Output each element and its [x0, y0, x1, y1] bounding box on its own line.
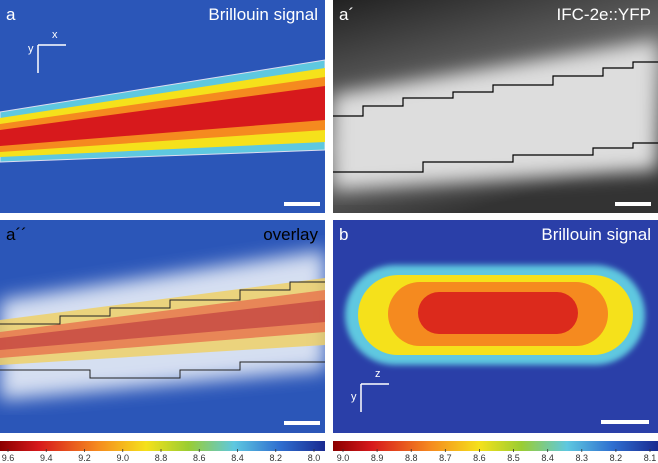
axis-label: x [52, 29, 58, 41]
band-red [0, 300, 325, 350]
colorbar-tick-label: 8.1 [644, 453, 657, 463]
panel-title: Brillouin signal [541, 225, 651, 244]
colorbar-tick-label: 8.0 [308, 453, 321, 463]
axis-label: y [28, 43, 34, 55]
colorbar-tick-label: 8.9 [371, 453, 384, 463]
panel-a-prime [333, 0, 658, 213]
panel-a: x y [0, 0, 325, 213]
panel-label: b [339, 225, 348, 244]
outline [0, 361, 325, 379]
scale-bar [284, 202, 320, 206]
panel-b: z y [333, 220, 658, 433]
colorbar-tick-label: 8.8 [155, 453, 168, 463]
colorbar-tick-label: 8.2 [610, 453, 623, 463]
panel-label: a [6, 5, 16, 24]
panel-title: IFC-2e::YFP [557, 5, 651, 24]
panel-a-double-prime [0, 220, 325, 433]
axis-label: y [351, 391, 357, 403]
colorbar-tick-label: 8.3 [576, 453, 589, 463]
panel-label: a´ [339, 5, 354, 24]
colorbar-tick-label: 8.7 [439, 453, 452, 463]
colorbar [0, 441, 325, 451]
colorbar [333, 441, 658, 451]
scale-bar [601, 420, 649, 424]
colorbar-tick-label: 8.4 [231, 453, 244, 463]
panel-label: a´´ [6, 225, 27, 244]
colorbar-tick-label: 8.4 [541, 453, 554, 463]
outline [0, 281, 325, 325]
band [333, 40, 658, 190]
axis-label: z [375, 368, 381, 380]
panel-title: overlay [263, 225, 318, 244]
colorbar-tick-label: 9.4 [40, 453, 53, 463]
colorbar-tick-label: 8.6 [473, 453, 486, 463]
band-red [0, 86, 325, 146]
colorbar-tick-label: 8.6 [193, 453, 206, 463]
scale-bar [615, 202, 651, 206]
colorbar-tick-label: 9.6 [2, 453, 15, 463]
cell-red [418, 292, 578, 334]
panel-title: Brillouin signal [208, 5, 318, 24]
colorbar-tick-label: 9.0 [337, 453, 350, 463]
colorbar-tick-label: 9.2 [78, 453, 91, 463]
outline [333, 142, 658, 173]
colorbar-tick-label: 8.8 [405, 453, 418, 463]
colorbar-tick-label: 8.2 [269, 453, 282, 463]
colorbar-tick-label: 9.0 [116, 453, 129, 463]
scale-bar [284, 421, 320, 425]
colorbar-tick-label: 8.5 [507, 453, 520, 463]
outline [333, 61, 658, 117]
